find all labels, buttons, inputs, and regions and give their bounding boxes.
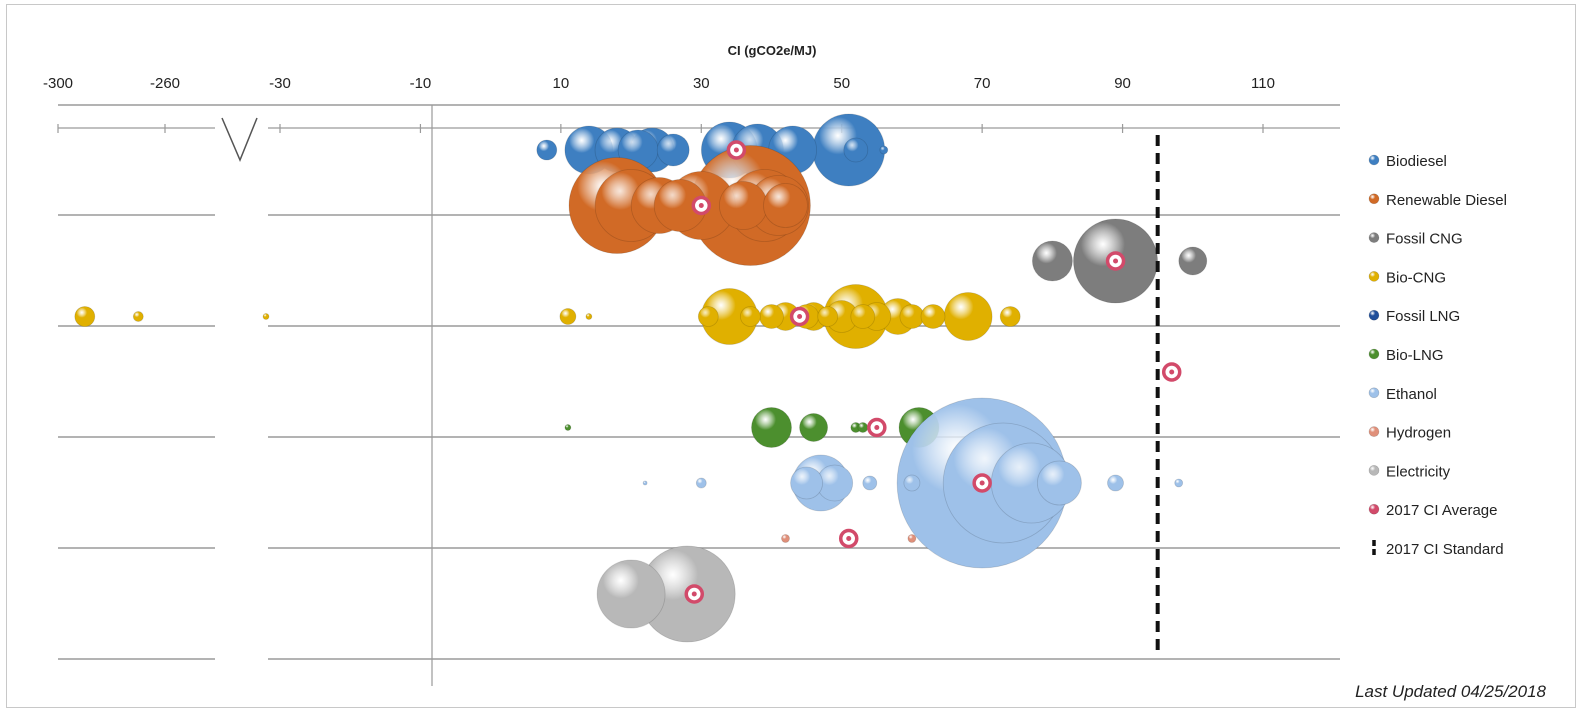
bubble-bio-cng xyxy=(850,304,876,329)
legend-swatch-fossil-lng xyxy=(1368,309,1380,321)
legend-label-renewable-diesel: Renewable Diesel xyxy=(1386,192,1507,209)
grid-lines xyxy=(58,105,1340,686)
bubble-fossil-cng xyxy=(1178,246,1208,276)
average-marker-dot xyxy=(733,147,739,153)
x-tick-label: -10 xyxy=(410,75,432,92)
x-tick-label: 50 xyxy=(833,75,850,92)
bubble-biodiesel xyxy=(536,139,558,161)
legend-label-bio-cng: Bio-CNG xyxy=(1386,269,1446,286)
legend-swatch-biodiesel xyxy=(1368,154,1380,166)
x-tick-label: 90 xyxy=(1114,75,1131,92)
bubble-ethanol xyxy=(790,466,823,500)
average-marker-dot xyxy=(874,425,880,430)
legend-swatch-bio-lng xyxy=(1368,348,1380,360)
x-tick-label: -300 xyxy=(43,75,73,92)
bubble-bio-cng xyxy=(920,304,946,329)
legend-label-ethanol: Ethanol xyxy=(1386,386,1437,403)
legend-label-fossil-cng: Fossil CNG xyxy=(1386,231,1463,248)
bubble-electricity xyxy=(596,559,666,629)
x-tick-label: 30 xyxy=(693,75,710,92)
bubble-ethanol xyxy=(695,477,707,489)
bubble-ethanol xyxy=(642,480,648,486)
bubble-bio-lng xyxy=(564,424,572,431)
bubble-bio-cng xyxy=(817,306,839,327)
bubble-ethanol xyxy=(1107,474,1124,492)
legend-swatch-electricity xyxy=(1368,465,1380,476)
bubble-bio-cng xyxy=(585,313,593,320)
average-marker-dot xyxy=(1113,258,1119,264)
average-marker-dot xyxy=(846,536,852,541)
bubble-bio-lng xyxy=(799,413,828,442)
bubble-hydrogen xyxy=(781,534,790,543)
average-marker-dot xyxy=(979,480,985,486)
average-marker-dot xyxy=(797,314,803,319)
axis-break-mark xyxy=(221,117,258,162)
bubble-bio-cng xyxy=(759,304,784,329)
x-tick-label: -30 xyxy=(269,75,291,92)
bubble-renewable-diesel xyxy=(763,183,808,228)
bubble-ethanol xyxy=(1037,460,1082,506)
x-tick-label: 70 xyxy=(974,75,991,92)
legend-label-fossil-lng: Fossil LNG xyxy=(1386,308,1460,325)
bubble-bio-cng xyxy=(899,304,925,329)
bubble-biodiesel xyxy=(656,133,690,167)
bubble-biodiesel xyxy=(843,137,869,163)
bubble-ethanol xyxy=(903,474,921,492)
x-tick-label: -260 xyxy=(150,75,180,92)
bubble-ethanol xyxy=(862,475,878,491)
legend-label-electricity: Electricity xyxy=(1386,463,1451,480)
average-marker-dot xyxy=(698,203,704,208)
bubbles xyxy=(74,113,1208,643)
x-tick-label: 10 xyxy=(553,75,570,92)
legend-label-2017-ci-standard: 2017 CI Standard xyxy=(1386,541,1504,558)
bubble-bio-cng xyxy=(697,306,719,327)
legend: Biodiesel Renewable Diesel Fossil CNG Bio-C… xyxy=(1368,153,1507,558)
bubble-bio-cng xyxy=(943,292,993,341)
x-axis-title: CI (gCO2e/MJ) xyxy=(728,43,817,58)
legend-label-biodiesel: Biodiesel xyxy=(1386,153,1447,170)
x-axis: CI (gCO2e/MJ) -300 -260 -30 -10 10 30 50 70 90 11… xyxy=(43,43,1340,162)
bubble-hydrogen xyxy=(907,534,917,543)
legend-swatch-renewable-diesel xyxy=(1368,193,1380,205)
bubble-ethanol xyxy=(1174,478,1184,488)
bubble-bio-lng xyxy=(857,422,869,433)
legend-label-2017-ci-average: 2017 CI Average xyxy=(1386,502,1497,519)
average-marker-dot xyxy=(691,591,697,597)
legend-swatch-bio-cng xyxy=(1368,271,1380,282)
legend-label-bio-lng: Bio-LNG xyxy=(1386,347,1444,364)
last-updated-note: Last Updated 04/25/2018 xyxy=(1355,682,1546,701)
bubble-renewable-diesel xyxy=(719,181,768,230)
chart-frame xyxy=(6,4,1576,708)
bubble-bio-lng xyxy=(751,407,792,448)
average-marker-dot xyxy=(1169,369,1175,375)
bubble-fossil-cng xyxy=(1032,240,1073,282)
bubble-bio-cng xyxy=(999,306,1021,327)
bubble-bio-cng xyxy=(132,311,144,322)
bubble-bio-cng xyxy=(740,306,761,327)
legend-swatch-ethanol xyxy=(1368,387,1380,399)
legend-swatch-hydrogen xyxy=(1368,426,1380,437)
legend-label-hydrogen: Hydrogen xyxy=(1386,425,1451,442)
bubble-biodiesel xyxy=(879,145,889,155)
x-tick-label: 110 xyxy=(1251,75,1275,92)
bubble-bio-cng xyxy=(262,313,270,320)
bubble-bio-cng xyxy=(74,306,96,327)
bubble-bio-cng xyxy=(559,308,577,325)
legend-swatch-2017-ci-average xyxy=(1368,503,1380,515)
legend-swatch-fossil-cng xyxy=(1368,232,1380,243)
